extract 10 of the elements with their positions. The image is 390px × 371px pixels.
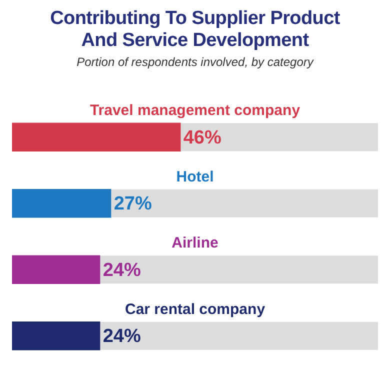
data-label: 46%	[183, 127, 222, 148]
y-tick-label: Airline	[172, 234, 218, 252]
y-tick-label: Hotel	[176, 168, 214, 186]
chart-subtitle: Portion of respondents involved, by category	[76, 55, 315, 69]
y-tick-label: Car rental company	[124, 300, 266, 318]
data-label: 27%	[114, 194, 152, 215]
data-label: 24%	[102, 260, 141, 281]
chart-title: Contributing To Supplier Product And Service Development	[49, 7, 341, 52]
data-label: 24%	[102, 326, 141, 348]
y-tick-label: Travel management company	[90, 102, 301, 120]
